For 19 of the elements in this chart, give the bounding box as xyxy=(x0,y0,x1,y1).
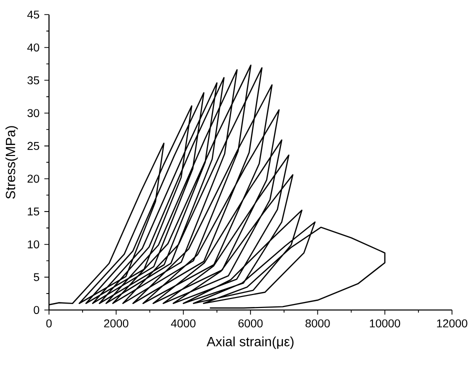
y-tick-label: 10 xyxy=(28,240,40,248)
x-tick-label: 4000 xyxy=(170,319,196,328)
y-tick-label: 0 xyxy=(34,306,40,314)
x-tick-label: 2000 xyxy=(104,319,128,328)
x-tick-label: 12000 xyxy=(437,319,468,328)
y-tick-label: 45 xyxy=(27,10,40,19)
y-tick-label: 35 xyxy=(27,76,40,84)
y-tick-label: 30 xyxy=(27,109,40,118)
x-tick-label: 10000 xyxy=(370,319,400,328)
y-tick-label: 40 xyxy=(27,43,40,52)
x-tick-label: 6000 xyxy=(238,319,263,328)
y-tick-label: 5 xyxy=(34,273,40,282)
y-tick-label: 15 xyxy=(28,208,40,216)
x-tick-label: 8000 xyxy=(306,319,330,328)
y-tick-label: 25 xyxy=(28,142,40,150)
x-axis-title: Axial strain(με) xyxy=(206,336,294,349)
y-tick-label: 20 xyxy=(28,174,40,183)
x-tick-label: 0 xyxy=(46,319,52,328)
y-axis-title: Stress(MPa) xyxy=(5,126,18,199)
